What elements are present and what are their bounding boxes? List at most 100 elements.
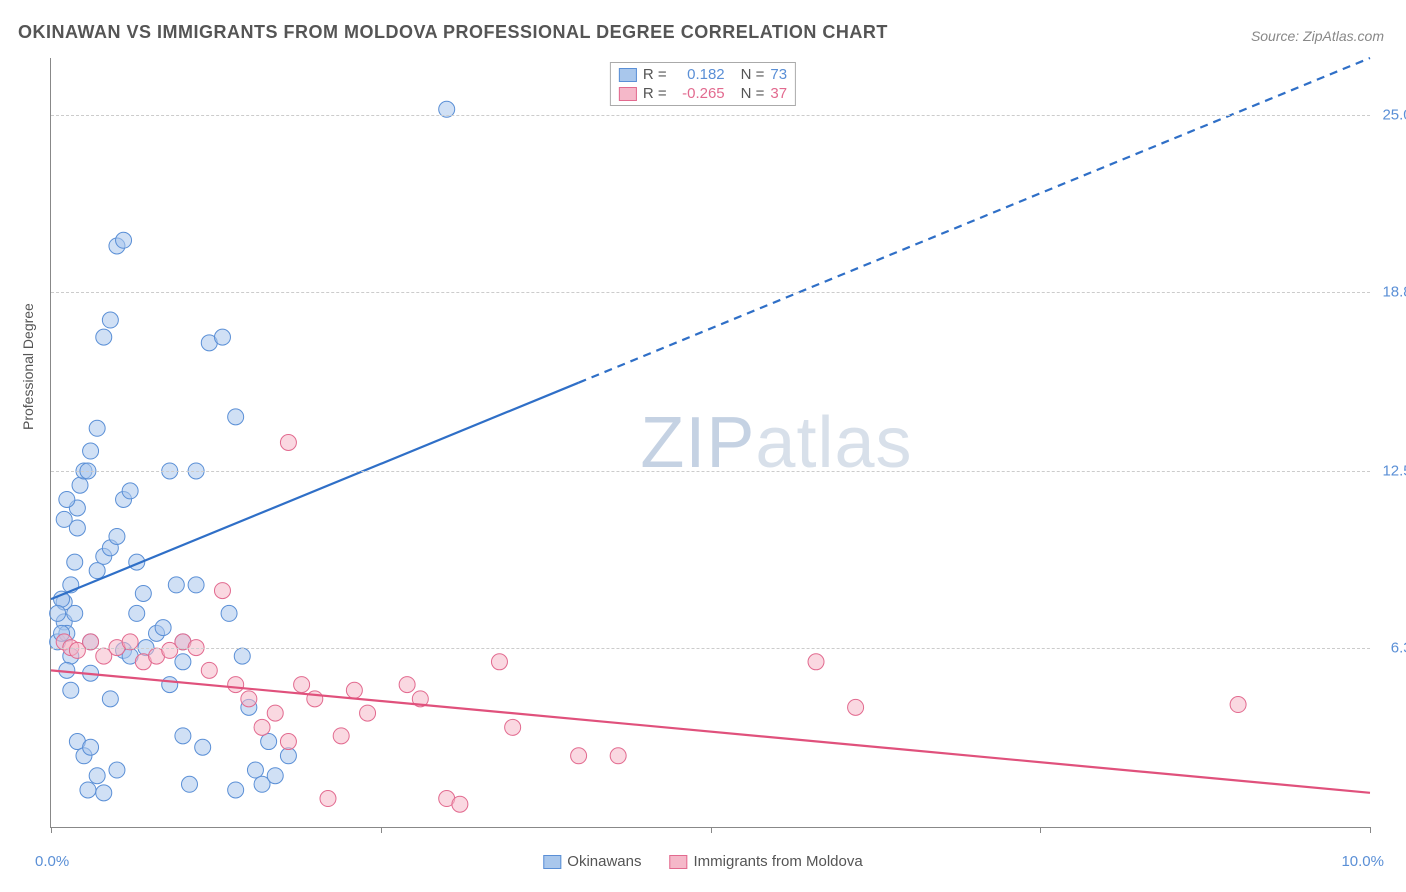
- data-point: [168, 577, 184, 593]
- legend-swatch: [669, 855, 687, 869]
- legend-swatch: [619, 87, 637, 101]
- legend-bottom: Okinawans Immigrants from Moldova: [543, 853, 862, 870]
- data-point: [89, 420, 105, 436]
- data-point: [56, 511, 72, 527]
- legend-label: Okinawans: [567, 853, 641, 870]
- legend-label: Immigrants from Moldova: [693, 853, 862, 870]
- x-tick: [51, 827, 52, 833]
- data-point: [848, 699, 864, 715]
- n-value: 37: [770, 85, 787, 102]
- legend-item: Immigrants from Moldova: [669, 853, 862, 870]
- data-point: [505, 719, 521, 735]
- x-axis-min-label: 0.0%: [35, 853, 69, 870]
- data-point: [360, 705, 376, 721]
- data-point: [214, 583, 230, 599]
- data-point: [162, 677, 178, 693]
- data-point: [1230, 697, 1246, 713]
- data-point: [83, 739, 99, 755]
- data-point: [67, 605, 83, 621]
- data-point: [228, 409, 244, 425]
- y-tick-label: 12.5%: [1382, 462, 1406, 479]
- data-point: [122, 483, 138, 499]
- data-point: [267, 705, 283, 721]
- data-point: [452, 796, 468, 812]
- r-value: -0.265: [673, 85, 725, 102]
- r-label: R =: [643, 66, 667, 83]
- data-point: [234, 648, 250, 664]
- legend-stats-row: R = -0.265 N = 37: [619, 84, 787, 103]
- data-point: [261, 734, 277, 750]
- n-value: 73: [770, 66, 787, 83]
- r-label: R =: [643, 85, 667, 102]
- x-axis-max-label: 10.0%: [1341, 853, 1384, 870]
- x-tick: [1040, 827, 1041, 833]
- legend-swatch: [619, 68, 637, 82]
- gridline: [51, 471, 1370, 472]
- data-point: [109, 762, 125, 778]
- data-point: [201, 662, 217, 678]
- data-point: [280, 435, 296, 451]
- legend-stats-row: R = 0.182 N = 73: [619, 65, 787, 84]
- data-point: [96, 329, 112, 345]
- y-tick-label: 18.8%: [1382, 283, 1406, 300]
- data-point: [155, 620, 171, 636]
- data-point: [571, 748, 587, 764]
- data-point: [188, 577, 204, 593]
- data-point: [280, 748, 296, 764]
- x-tick: [381, 827, 382, 833]
- data-point: [294, 677, 310, 693]
- x-tick: [1370, 827, 1371, 833]
- data-point: [228, 677, 244, 693]
- data-point: [50, 605, 66, 621]
- data-point: [491, 654, 507, 670]
- data-point: [83, 443, 99, 459]
- data-point: [320, 791, 336, 807]
- y-tick-label: 6.3%: [1391, 639, 1406, 656]
- data-point: [116, 232, 132, 248]
- source-attribution: Source: ZipAtlas.com: [1251, 28, 1384, 44]
- data-point: [280, 734, 296, 750]
- legend-item: Okinawans: [543, 853, 641, 870]
- chart-container: OKINAWAN VS IMMIGRANTS FROM MOLDOVA PROF…: [0, 0, 1406, 892]
- data-point: [228, 782, 244, 798]
- legend-stats-box: R = 0.182 N = 73 R = -0.265 N = 37: [610, 62, 796, 106]
- data-point: [80, 782, 96, 798]
- data-point: [808, 654, 824, 670]
- data-point: [214, 329, 230, 345]
- data-point: [63, 682, 79, 698]
- data-point: [333, 728, 349, 744]
- data-point: [129, 605, 145, 621]
- data-point: [72, 477, 88, 493]
- data-point: [254, 719, 270, 735]
- data-point: [181, 776, 197, 792]
- data-point: [89, 563, 105, 579]
- r-value: 0.182: [673, 66, 725, 83]
- data-point: [346, 682, 362, 698]
- y-tick-label: 25.0%: [1382, 106, 1406, 123]
- data-point: [89, 768, 105, 784]
- data-point: [221, 605, 237, 621]
- data-point: [267, 768, 283, 784]
- data-point: [610, 748, 626, 764]
- data-point: [59, 491, 75, 507]
- plot-area: ZIPatlas 6.3%12.5%18.8%25.0%: [50, 58, 1370, 828]
- data-point: [175, 654, 191, 670]
- data-point: [247, 762, 263, 778]
- chart-svg: [51, 58, 1370, 827]
- n-label: N =: [741, 85, 765, 102]
- n-label: N =: [741, 66, 765, 83]
- data-point: [399, 677, 415, 693]
- gridline: [51, 648, 1370, 649]
- x-tick: [711, 827, 712, 833]
- trend-line-dashed: [579, 58, 1370, 383]
- gridline: [51, 292, 1370, 293]
- gridline: [51, 115, 1370, 116]
- legend-swatch: [543, 855, 561, 869]
- data-point: [102, 691, 118, 707]
- data-point: [135, 585, 151, 601]
- data-point: [241, 691, 257, 707]
- y-axis-title: Professional Degree: [20, 303, 36, 430]
- data-point: [195, 739, 211, 755]
- chart-title: OKINAWAN VS IMMIGRANTS FROM MOLDOVA PROF…: [18, 22, 888, 43]
- data-point: [109, 528, 125, 544]
